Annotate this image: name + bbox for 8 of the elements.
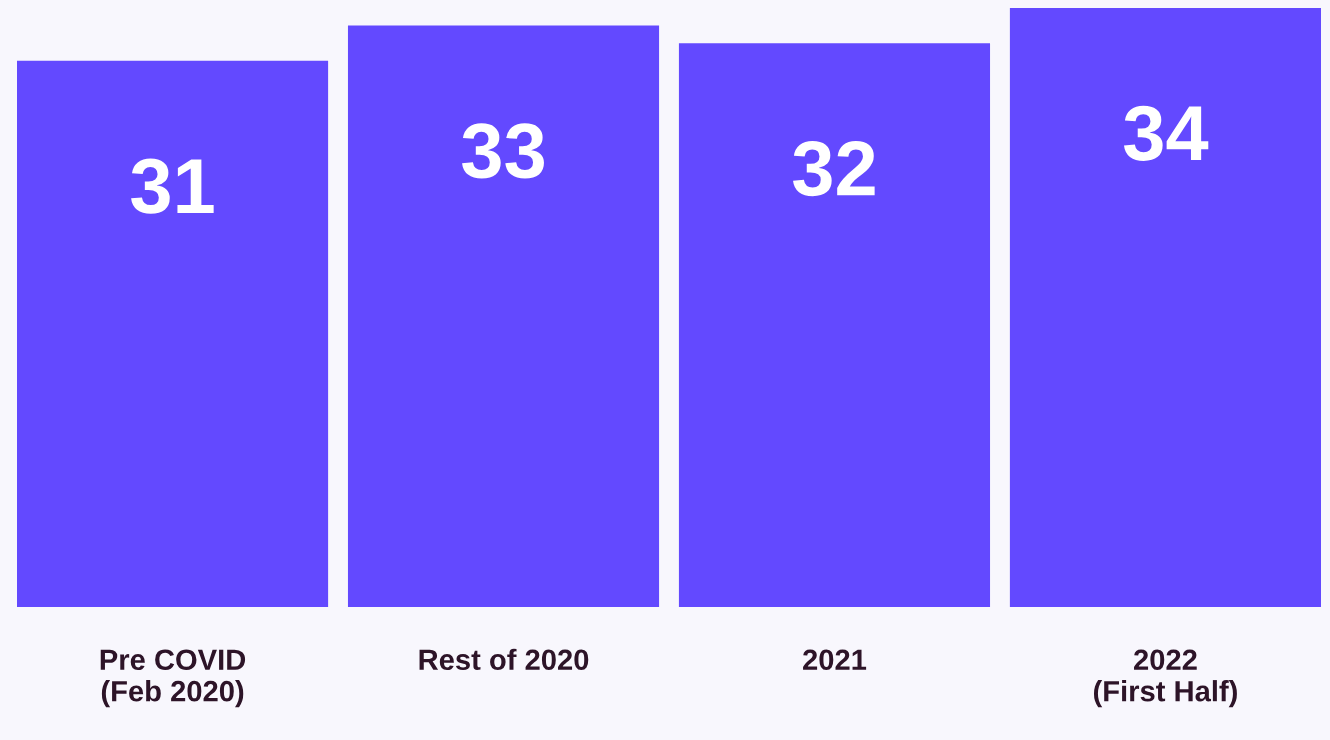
data-label: 33 xyxy=(462,123,544,179)
x-tick-label: Pre COVID (Feb 2020) xyxy=(100,649,246,708)
x-tick-label: 2021 xyxy=(803,649,867,671)
x-tick-label: 2022 (First Half) xyxy=(1093,649,1237,708)
data-label: 32 xyxy=(793,140,875,197)
data-label: 31 xyxy=(131,158,214,214)
x-tick-label: Rest of 2020 xyxy=(419,648,589,671)
data-label: 34 xyxy=(1123,105,1209,161)
